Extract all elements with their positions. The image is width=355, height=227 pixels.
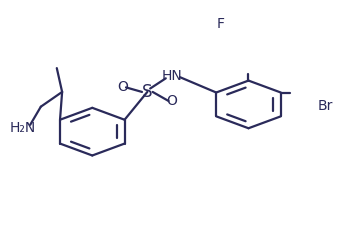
Text: HN: HN [162,69,182,83]
Text: H₂N: H₂N [10,121,36,135]
Text: O: O [117,80,128,94]
Text: O: O [167,94,178,108]
Text: S: S [142,83,153,101]
Text: F: F [217,17,225,31]
Text: Br: Br [318,99,333,113]
